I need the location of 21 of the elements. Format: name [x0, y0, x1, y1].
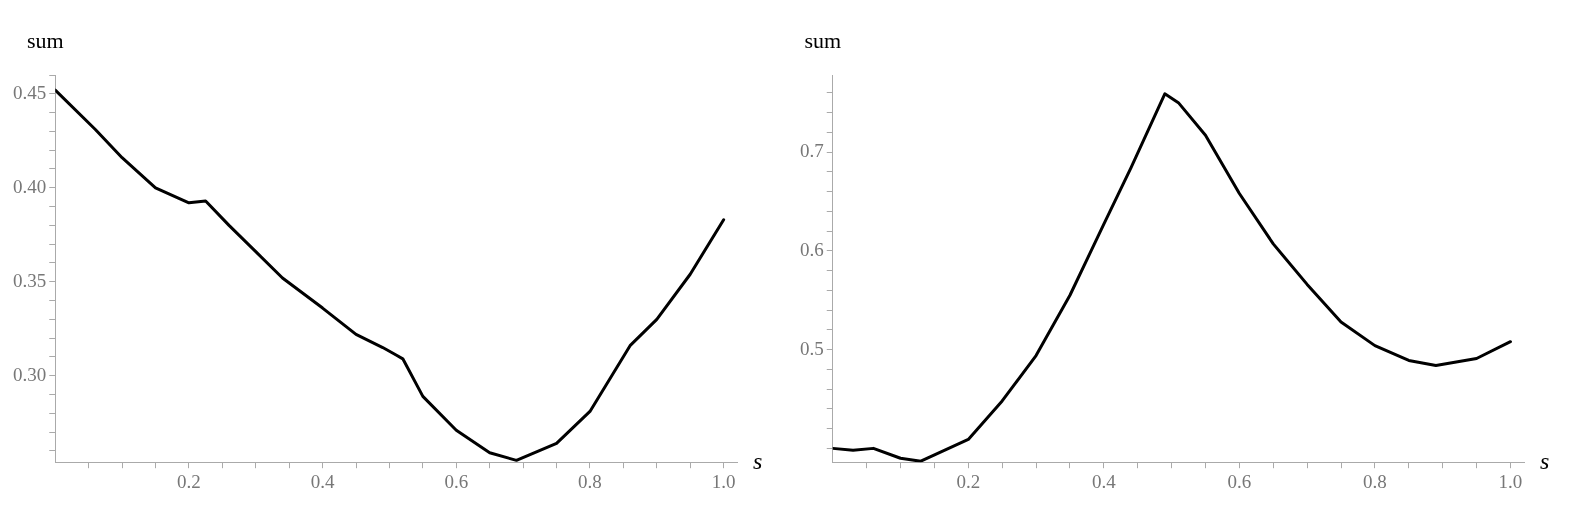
y-tick-label: 0.6: [800, 238, 824, 260]
y-axis-title: sum: [804, 27, 842, 53]
x-tick-label: 0.4: [310, 470, 335, 492]
y-tick-label: 0.5: [800, 337, 824, 359]
y-tick-label: 0.7: [800, 140, 824, 162]
y-tick-label: 0.40: [13, 175, 47, 197]
y-axis-title: sum: [26, 27, 64, 53]
x-tick-label: 1.0: [711, 470, 736, 492]
x-axis-title: s: [753, 447, 763, 474]
x-tick-label: 0.4: [1091, 470, 1117, 492]
x-tick-label: 0.6: [444, 470, 469, 492]
y-tick-label: 0.45: [13, 81, 47, 103]
x-axis-title: s: [1540, 447, 1550, 474]
x-tick-label: 0.2: [177, 470, 201, 492]
x-tick-label: 0.8: [578, 470, 602, 492]
x-tick-label: 0.8: [1363, 470, 1387, 492]
y-tick-label: 0.30: [13, 363, 47, 385]
x-tick-label: 0.2: [956, 470, 981, 492]
x-tick-label: 1.0: [1498, 470, 1523, 492]
y-tick-label: 0.35: [13, 269, 47, 291]
x-tick-label: 0.6: [1227, 470, 1252, 492]
